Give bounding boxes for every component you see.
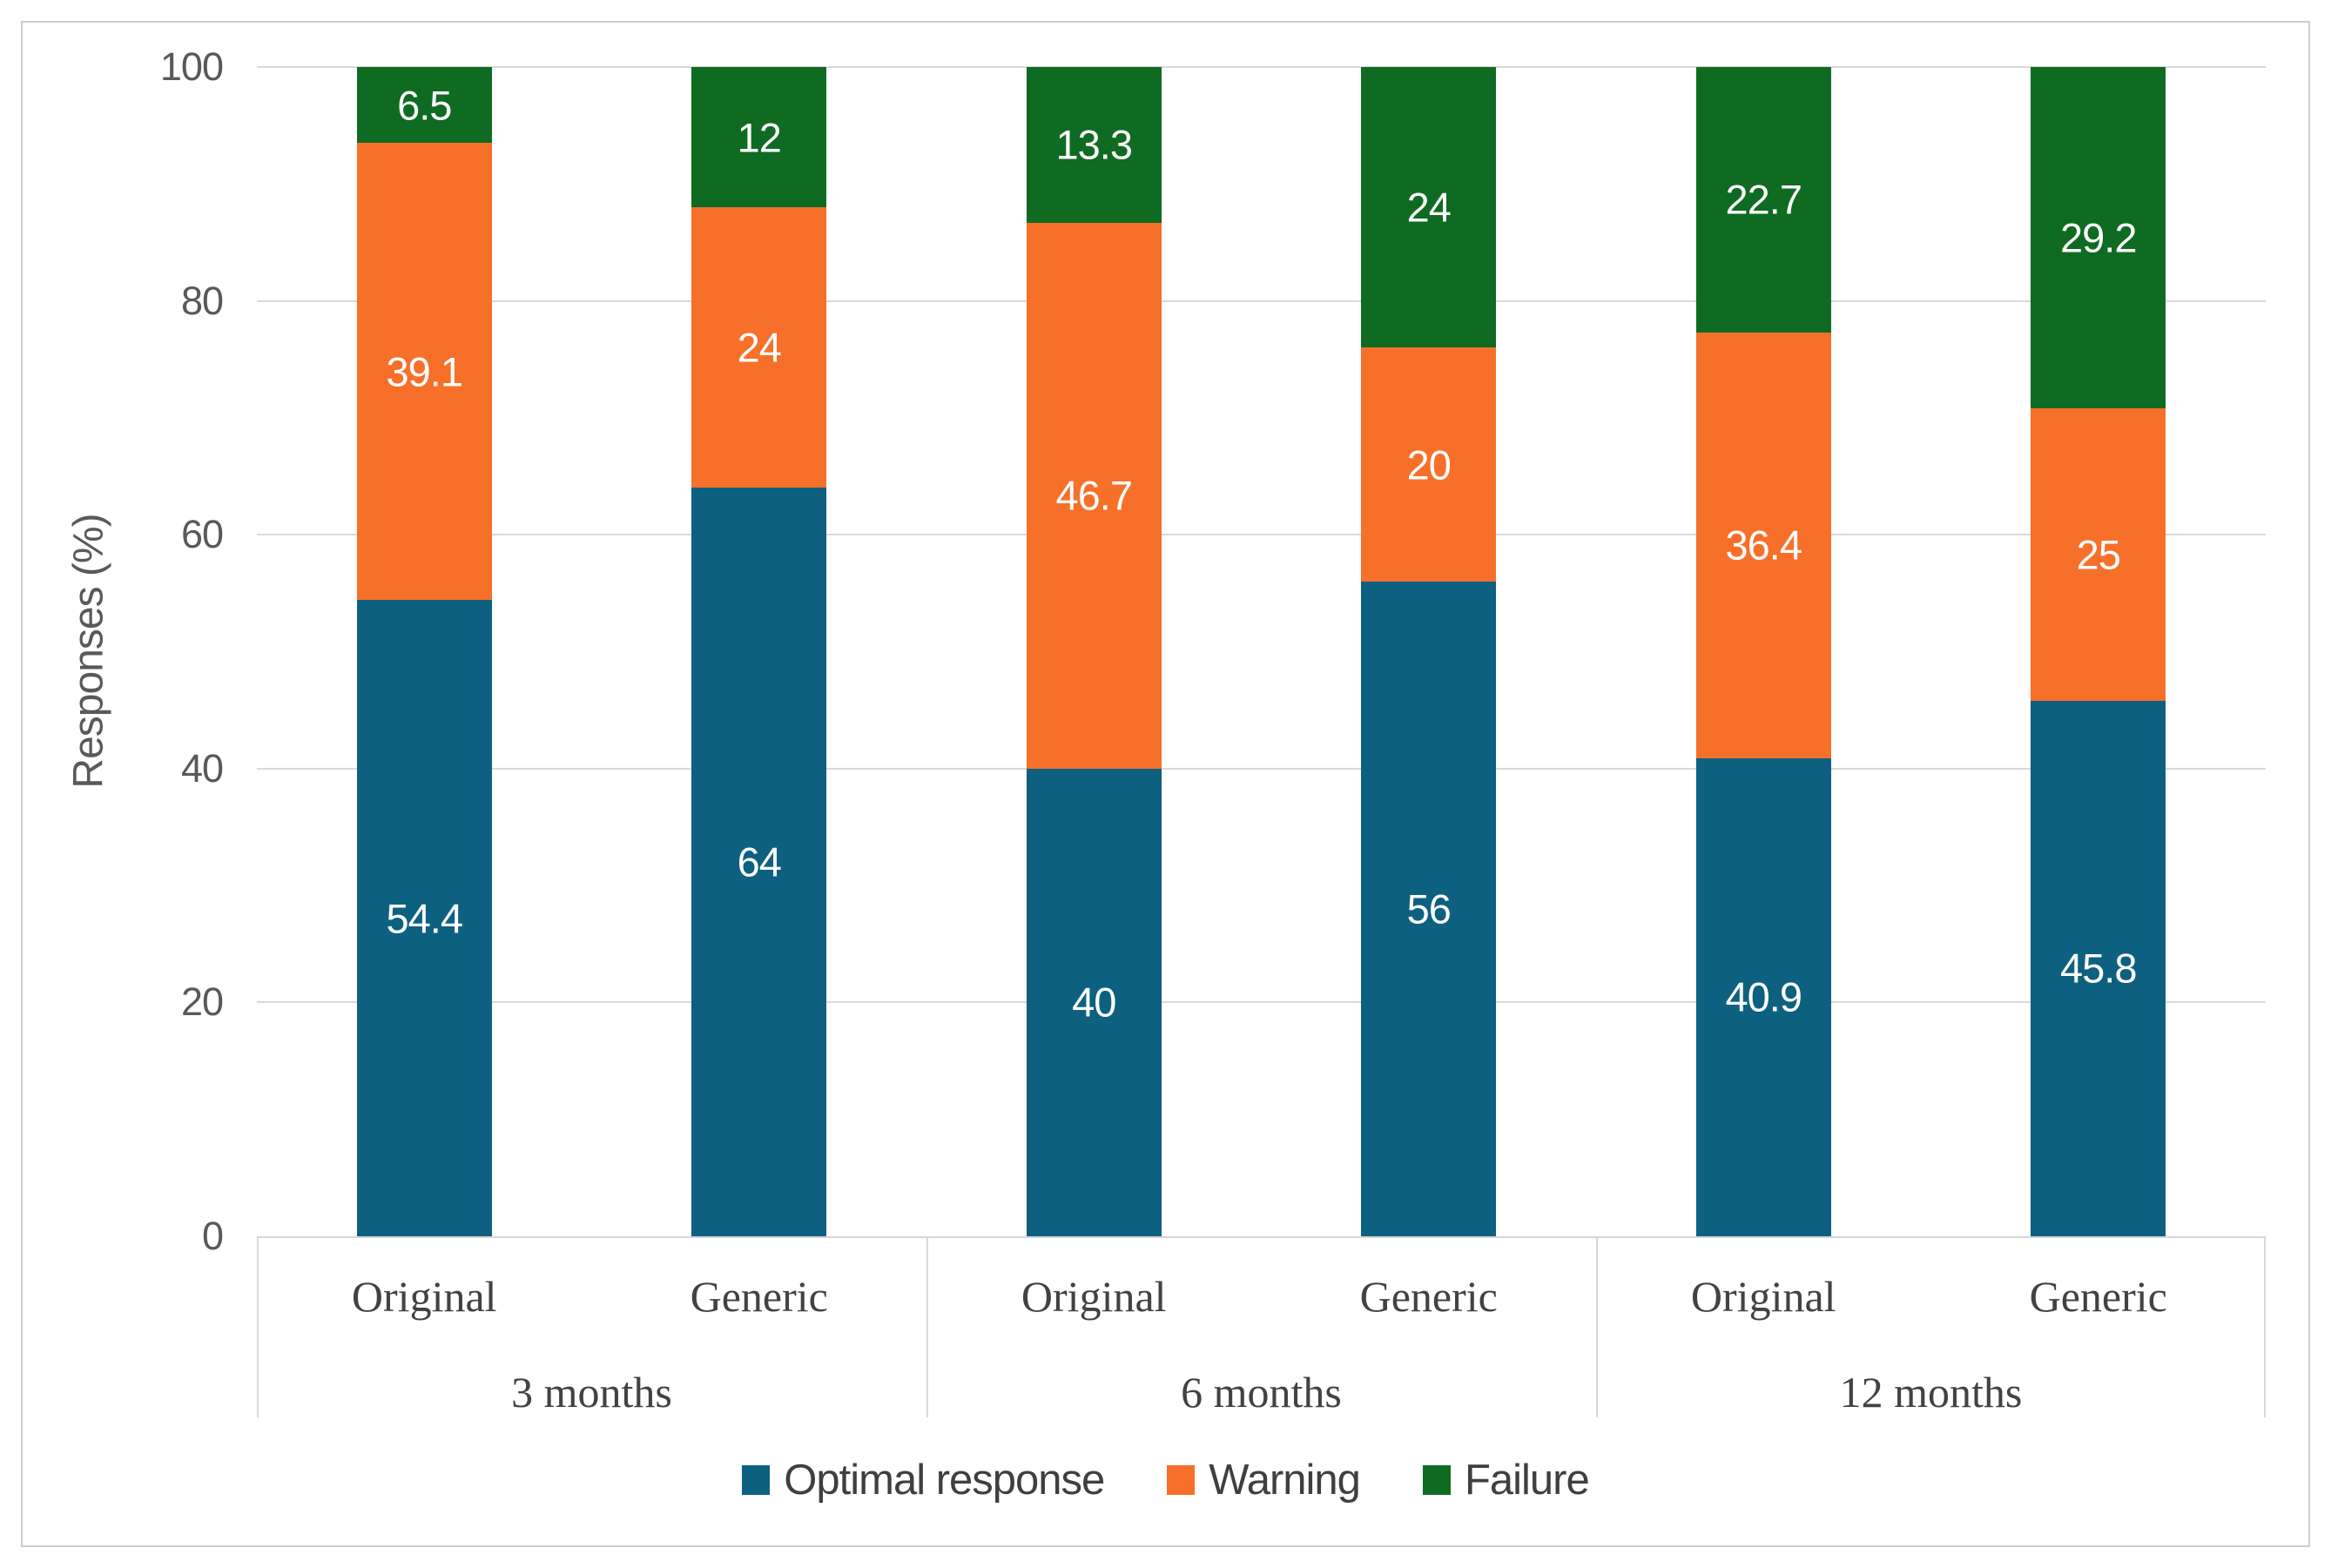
bar-segment: 54.4 bbox=[356, 600, 492, 1236]
bar-segment: 22.7 bbox=[1695, 67, 1831, 333]
x-category-label: Original bbox=[1021, 1272, 1167, 1321]
bar-segment: 39.1 bbox=[356, 143, 492, 601]
y-tick-label: 40 bbox=[180, 745, 224, 791]
bar-segment-label: 29.2 bbox=[2060, 214, 2137, 261]
x-category-label: Original bbox=[1690, 1272, 1836, 1321]
x-category-label: Generic bbox=[2029, 1272, 2167, 1321]
bar-segment-label: 22.7 bbox=[1725, 176, 1802, 223]
y-tick-label: 80 bbox=[180, 278, 224, 323]
bar-segment-label: 64 bbox=[737, 838, 782, 885]
gridline bbox=[257, 1001, 2266, 1004]
x-group-label: 6 months bbox=[1181, 1368, 1342, 1417]
bar-segment-label: 12 bbox=[737, 114, 782, 161]
bar-segment: 40.9 bbox=[1695, 757, 1831, 1236]
bar-segment: 13.3 bbox=[1026, 67, 1162, 223]
bar-segment-label: 24 bbox=[737, 324, 782, 371]
bar-segment: 40 bbox=[1026, 768, 1162, 1236]
bar-segment-label: 54.4 bbox=[386, 895, 463, 942]
stacked-bar: 12 24 64 bbox=[691, 67, 827, 1236]
bar-segment: 36.4 bbox=[1695, 332, 1831, 758]
bar-segment: 29.2 bbox=[2031, 67, 2166, 409]
legend-swatch-icon bbox=[742, 1465, 771, 1495]
y-tick-label: 100 bbox=[159, 44, 224, 89]
bar-segment-label: 46.7 bbox=[1055, 472, 1133, 519]
bar-segment: 20 bbox=[1361, 347, 1497, 582]
plot-area: 6.5 39.1 54.4 12 24 64 13.3 46.7 40 24 20 56 22.7 36.… bbox=[257, 66, 2266, 1236]
x-category-label: Generic bbox=[690, 1272, 828, 1321]
bar-segment-label: 24 bbox=[1406, 184, 1452, 231]
bar-segment-label: 39.1 bbox=[386, 348, 463, 395]
bar-segment: 12 bbox=[691, 67, 827, 208]
legend-swatch-icon bbox=[1422, 1465, 1451, 1495]
legend-swatch-icon bbox=[1167, 1465, 1196, 1495]
x-category-label: Original bbox=[351, 1272, 497, 1321]
legend-item: Optimal response bbox=[742, 1456, 1105, 1504]
bar-segment: 45.8 bbox=[2031, 700, 2166, 1236]
bar-segment: 24 bbox=[1361, 67, 1497, 348]
legend-item: Warning bbox=[1167, 1456, 1361, 1504]
bar-segment-label: 40 bbox=[1072, 979, 1116, 1026]
gridline bbox=[257, 534, 2266, 536]
x-axis: Original Generic Original Generic Original Ge… bbox=[257, 1236, 2266, 1417]
y-tick-label: 0 bbox=[201, 1214, 224, 1258]
x-group-label: 12 months bbox=[1839, 1368, 2023, 1417]
stacked-bar: 22.7 36.4 40.9 bbox=[1695, 67, 1831, 1236]
stacked-bar: 29.2 25 45.8 bbox=[2031, 67, 2166, 1236]
bar-segment-label: 25 bbox=[2076, 531, 2121, 578]
x-category-label: Generic bbox=[1359, 1272, 1498, 1321]
stacked-bar: 13.3 46.7 40 bbox=[1026, 67, 1162, 1236]
bar-segment-label: 45.8 bbox=[2060, 945, 2137, 992]
y-axis: 0 20 40 60 80 100 bbox=[0, 44, 224, 1258]
category-divider bbox=[257, 1238, 259, 1417]
gridline bbox=[257, 767, 2266, 770]
gridline bbox=[257, 66, 2266, 68]
legend-label: Failure bbox=[1464, 1457, 1590, 1504]
y-tick-label: 20 bbox=[180, 979, 224, 1025]
bar-segment: 56 bbox=[1361, 581, 1497, 1236]
stacked-bar: 6.5 39.1 54.4 bbox=[356, 67, 492, 1236]
gridline bbox=[257, 299, 2266, 302]
stacked-bar: 24 20 56 bbox=[1361, 67, 1497, 1236]
legend-item: Failure bbox=[1422, 1456, 1590, 1504]
bar-segment-label: 13.3 bbox=[1055, 121, 1133, 168]
legend-label: Warning bbox=[1209, 1457, 1361, 1504]
bar-segment: 46.7 bbox=[1026, 222, 1162, 769]
bar-segment-label: 6.5 bbox=[397, 82, 452, 129]
category-divider bbox=[2264, 1238, 2266, 1417]
category-divider bbox=[926, 1238, 928, 1417]
bar-segment: 64 bbox=[691, 488, 827, 1236]
legend: Optimal response Warning Failure bbox=[0, 1452, 2331, 1508]
bar-segment-label: 40.9 bbox=[1725, 973, 1802, 1020]
bar-segment-label: 56 bbox=[1406, 885, 1452, 932]
legend-label: Optimal response bbox=[784, 1457, 1105, 1504]
bar-segment: 6.5 bbox=[356, 67, 492, 144]
bar-segment-label: 20 bbox=[1406, 441, 1452, 488]
category-divider bbox=[1596, 1238, 1598, 1417]
bar-segment: 24 bbox=[691, 207, 827, 488]
x-group-label: 3 months bbox=[511, 1368, 672, 1417]
bar-segment-label: 36.4 bbox=[1725, 522, 1802, 569]
y-tick-label: 60 bbox=[180, 512, 224, 557]
bar-segment: 25 bbox=[2031, 408, 2166, 701]
